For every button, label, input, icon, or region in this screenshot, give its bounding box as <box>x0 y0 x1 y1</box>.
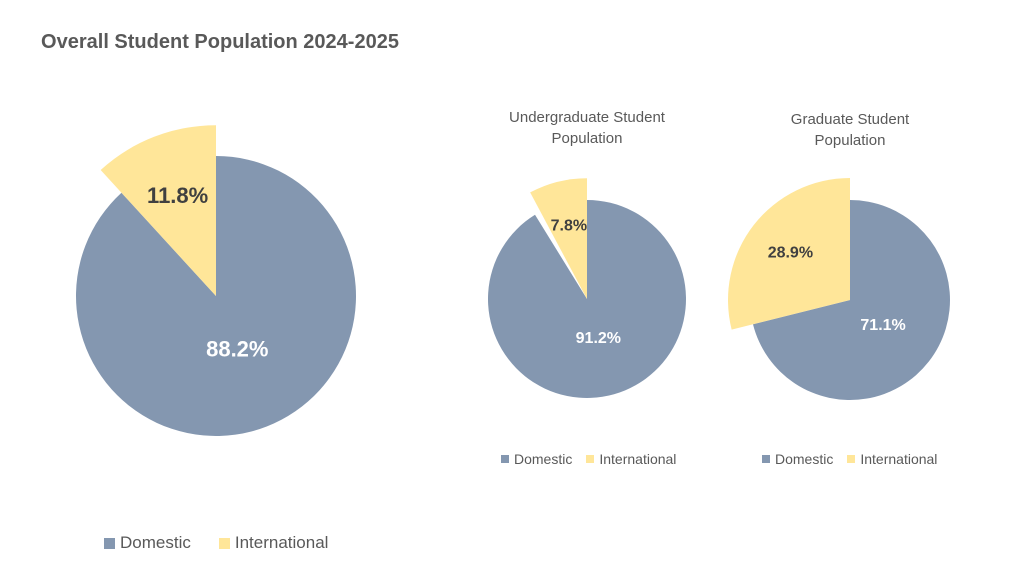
legend-item: Domestic <box>104 533 191 553</box>
legend-swatch <box>847 455 856 463</box>
legend-swatch <box>762 455 770 463</box>
chart-title: Graduate Student Population <box>790 111 910 149</box>
legend: Domestic International <box>501 451 676 467</box>
pie-slice <box>530 178 587 299</box>
pie-slice <box>487 200 686 398</box>
legend-label: Domestic <box>120 533 191 552</box>
legend-label: Domestic <box>514 451 573 467</box>
legend-swatch <box>104 537 115 549</box>
legend-label: Domestic <box>775 451 834 467</box>
legend-swatch <box>501 455 509 463</box>
legend: Domestic International <box>104 533 328 553</box>
chart-title: Overall Student Population 2024-2025 <box>41 31 399 53</box>
pie-slice <box>75 156 357 437</box>
legend-swatch <box>218 537 230 549</box>
pie-slice <box>727 178 850 330</box>
data-label: 91.2% <box>576 330 621 347</box>
data-label: 11.8% <box>147 183 208 208</box>
legend-item: International <box>218 533 329 553</box>
chart-title: Undergraduate Student Population <box>509 109 665 147</box>
data-label: 28.9% <box>768 245 813 262</box>
legend-item: International <box>847 451 937 467</box>
legend-label: International <box>860 451 938 467</box>
data-label: 71.1% <box>860 317 905 334</box>
legend-item: Domestic <box>501 451 572 467</box>
pie-slice <box>752 200 950 400</box>
pie-slice <box>100 125 216 296</box>
legend-label: International <box>599 451 677 467</box>
legend: Domestic International <box>762 451 937 467</box>
legend-item: Domestic <box>762 451 833 467</box>
legend-item: International <box>586 451 676 467</box>
data-label: 7.8% <box>551 218 587 235</box>
data-label: 88.2% <box>206 337 268 362</box>
legend-label: International <box>234 533 329 552</box>
legend-swatch <box>586 455 595 463</box>
